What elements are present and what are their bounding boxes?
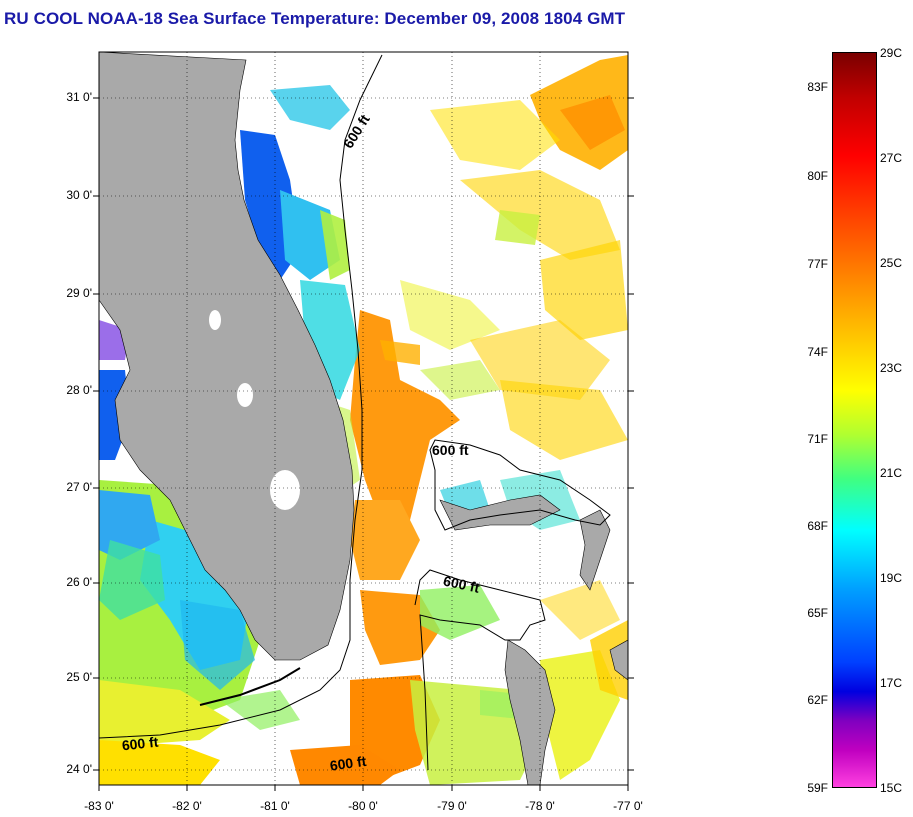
colorbar-label-19c: 19C bbox=[880, 571, 903, 585]
colorbar-label-77f: 77F bbox=[807, 257, 828, 271]
lon-label-82: -82 0' bbox=[172, 799, 202, 813]
isobath-600ft bbox=[99, 54, 611, 771]
lat-label-27: 27 0' bbox=[66, 480, 92, 494]
colorbar-label-62f: 62F bbox=[807, 693, 828, 707]
lon-label-81: -81 0' bbox=[260, 799, 290, 813]
lat-label-25: 25 0' bbox=[66, 670, 92, 684]
colorbar-label-25c: 25C bbox=[880, 256, 903, 270]
contour-label-central: 600 ft bbox=[442, 573, 481, 596]
colorbar-label-59f: 59F bbox=[807, 781, 828, 795]
contour-label-south: 600 ft bbox=[329, 753, 368, 774]
colorbar-label-17c: 17C bbox=[880, 676, 903, 690]
contour-label-southwest: 600 ft bbox=[121, 734, 159, 754]
axis-ticks bbox=[93, 97, 634, 791]
lon-label-80: -80 0' bbox=[348, 799, 378, 813]
colorbar-label-23c: 23C bbox=[880, 361, 903, 375]
colorbar-label-83f: 83F bbox=[807, 80, 828, 94]
contour-label-bahamas: 600 ft bbox=[432, 442, 469, 458]
colorbar-label-68f: 68F bbox=[807, 519, 828, 533]
colorbar-label-27c: 27C bbox=[880, 151, 903, 165]
land-areas bbox=[99, 52, 628, 785]
lon-label-83: -83 0' bbox=[84, 799, 114, 813]
grid-lines bbox=[99, 52, 628, 785]
lon-label-79: -79 0' bbox=[437, 799, 467, 813]
lat-label-30: 30 0' bbox=[66, 188, 92, 202]
lat-label-29: 29 0' bbox=[66, 286, 92, 300]
lon-label-77: -77 0' bbox=[613, 799, 643, 813]
colorbar-label-80f: 80F bbox=[807, 169, 828, 183]
colorbar-label-65f: 65F bbox=[807, 606, 828, 620]
lat-label-26: 26 0' bbox=[66, 575, 92, 589]
lat-label-31: 31 0' bbox=[66, 90, 92, 104]
isobath-labels: 600 ft 600 ft 600 ft 600 ft 600 ft bbox=[121, 111, 481, 773]
lon-label-78: -78 0' bbox=[525, 799, 555, 813]
colorbar-label-29c: 29C bbox=[880, 46, 903, 60]
lat-label-24: 24 0' bbox=[66, 762, 92, 776]
lat-label-28: 28 0' bbox=[66, 383, 92, 397]
colorbar-label-74f: 74F bbox=[807, 345, 828, 359]
colorbar-label-71f: 71F bbox=[807, 432, 828, 446]
colorbar-label-15c: 15C bbox=[880, 781, 903, 795]
colorbar-label-21c: 21C bbox=[880, 466, 903, 480]
temperature-colorbar bbox=[832, 52, 877, 788]
map-title: RU COOL NOAA-18 Sea Surface Temperature:… bbox=[4, 9, 626, 28]
